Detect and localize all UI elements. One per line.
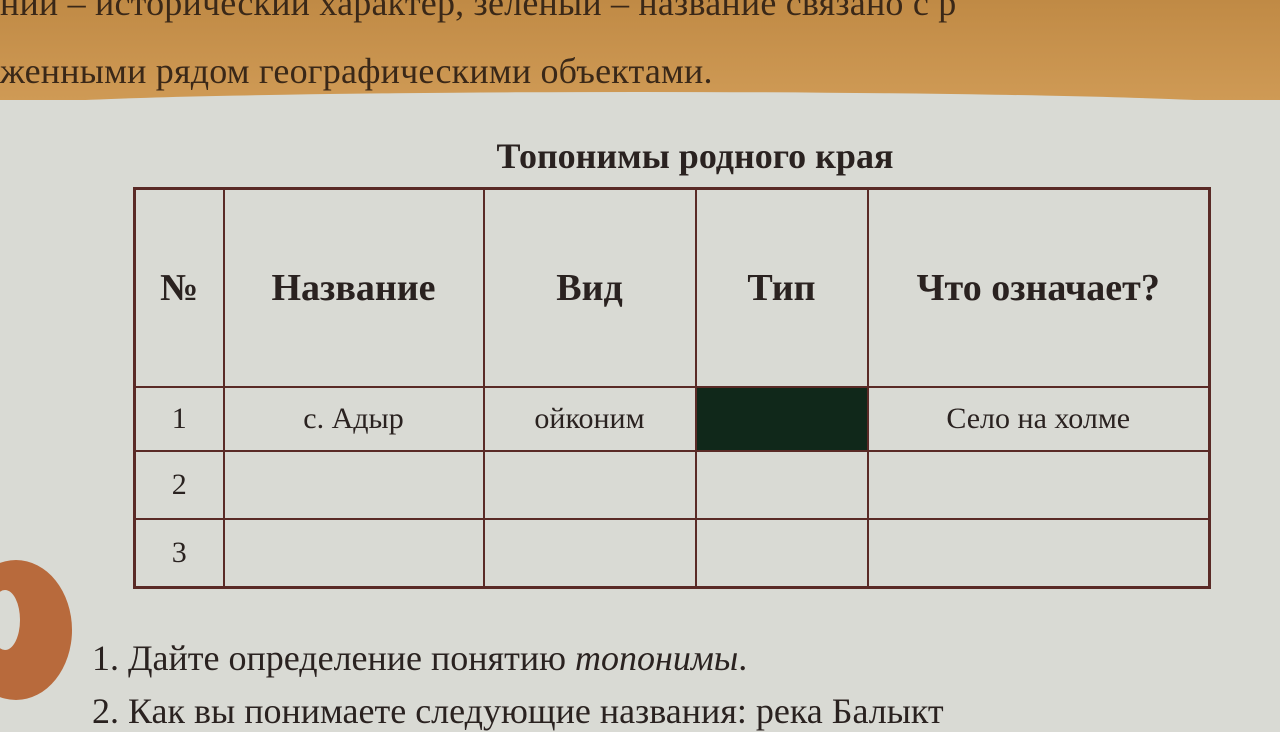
table-header-row: № Название Вид Тип Что означает?	[133, 187, 1211, 389]
question-1-text: 1. Дайте определение понятию	[92, 638, 576, 678]
question-1: 1. Дайте определение понятию топонимы.	[92, 637, 747, 679]
header-number: №	[133, 187, 225, 389]
cell	[694, 449, 869, 521]
cell: с. Адыр	[222, 386, 485, 452]
cell	[482, 449, 697, 521]
header-meaning: Что означает?	[866, 187, 1211, 389]
header-kind: Вид	[482, 187, 697, 389]
cell	[866, 518, 1211, 589]
cell: ойконим	[482, 386, 697, 452]
cell: 1	[133, 386, 225, 452]
question-1-term: топонимы	[575, 638, 739, 678]
toponyms-table: № Название Вид Тип Что означает? 1 с. Ад…	[133, 187, 1211, 589]
question-2: 2. Как вы понимаете следующие названия: …	[92, 691, 944, 731]
cell: Село на холме	[866, 386, 1211, 452]
table-title: Топонимы родного края	[496, 136, 894, 176]
header-type: Тип	[694, 187, 869, 389]
table-row: 3	[133, 518, 1211, 589]
cell	[866, 449, 1211, 521]
table-row: 1 с. Адыр ойконим Село на холме	[133, 386, 1211, 452]
intro-line-1: ний – исторический характер, зеленый – н…	[0, 0, 957, 23]
cell	[222, 518, 485, 589]
question-1-period: .	[738, 638, 748, 678]
cell	[694, 518, 869, 589]
redacted-cell	[694, 386, 869, 452]
header-name: Название	[222, 187, 485, 389]
cell: 3	[133, 518, 225, 589]
intro-line-2: женными рядом географическими объектами.	[0, 51, 713, 91]
orange-text-band: ний – исторический характер, зеленый – н…	[0, 0, 1280, 108]
cell: 2	[133, 449, 225, 521]
question-mark-icon	[0, 560, 72, 700]
cell	[482, 518, 697, 589]
table-row: 2	[133, 449, 1211, 521]
cell	[222, 449, 485, 521]
